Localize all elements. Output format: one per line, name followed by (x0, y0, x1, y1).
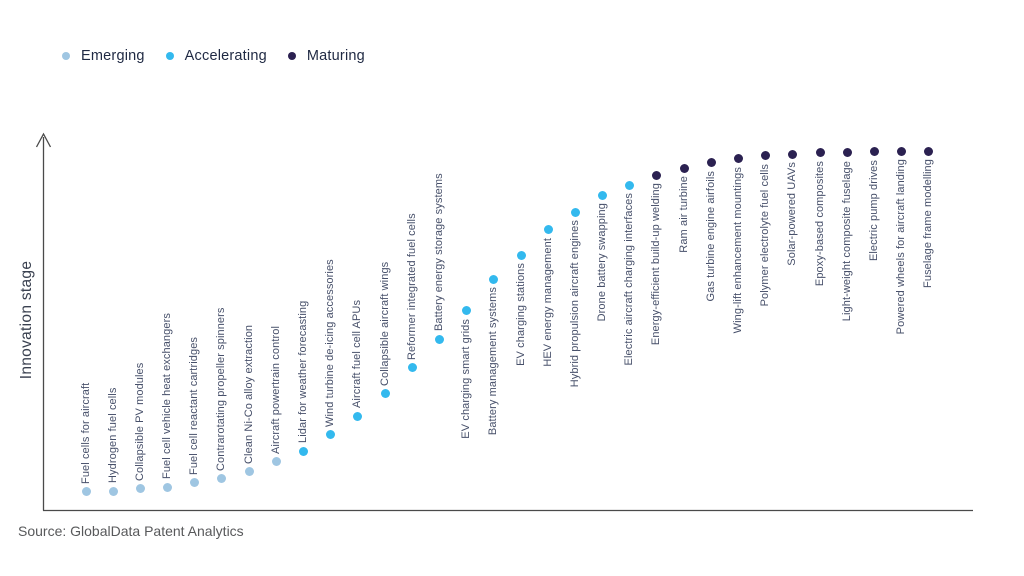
data-point-label: Polymer electrolyte fuel cells (759, 163, 772, 307)
data-point (163, 482, 173, 492)
data-point-label: Reformer integrated fuel cells (405, 213, 418, 360)
data-point (190, 478, 200, 488)
data-point (924, 146, 934, 156)
data-point-label: Aircraft fuel cell APUs (351, 299, 364, 409)
data-point-label: EV charging stations (514, 263, 527, 366)
data-point-label: Drone battery swapping (596, 203, 609, 322)
data-point-label: Ram air turbine (677, 176, 690, 253)
data-point (489, 274, 499, 284)
data-point (380, 389, 390, 399)
data-point (598, 190, 608, 200)
data-point-label: Fuselage frame modelling (922, 159, 935, 289)
data-point (353, 411, 363, 421)
y-axis-arrow-icon (35, 132, 52, 148)
source-note: Source: GlobalData Patent Analytics (18, 523, 244, 539)
data-point-label: Energy-efficient build-up welding (650, 183, 663, 346)
data-point-label: Epoxy-based composites (813, 160, 826, 287)
data-point-label: Collapsible aircraft wings (378, 261, 391, 386)
data-point-label: Battery energy storage systems (432, 173, 445, 332)
emerging-dot-icon (62, 52, 70, 60)
data-point (299, 446, 309, 456)
y-axis-title: Innovation stage (18, 260, 35, 380)
data-point-label: Powered wheels for aircraft landing (895, 159, 908, 335)
data-point (652, 170, 662, 180)
data-point-label: Electric aircraft charging interfaces (623, 193, 636, 366)
data-point (788, 149, 798, 159)
data-point (706, 158, 716, 168)
data-point (407, 363, 417, 373)
data-point (434, 334, 444, 344)
legend-item-accelerating: Accelerating (165, 48, 267, 64)
chart-legend: Emerging Accelerating Maturing (62, 48, 386, 64)
data-point-label: Contrarotating propeller spinners (215, 307, 228, 471)
data-point (135, 484, 145, 494)
data-point-label: Solar-powered UAVs (786, 162, 799, 266)
data-point-label: Fuel cells for aircraft (79, 382, 92, 484)
data-point (870, 147, 879, 157)
legend-item-maturing: Maturing (287, 48, 365, 64)
data-point (462, 306, 472, 316)
data-point (842, 148, 852, 158)
data-point (326, 430, 336, 440)
data-point (81, 487, 91, 497)
data-point-label: Battery management systems (487, 287, 500, 436)
data-point (271, 457, 281, 467)
legend-label: Accelerating (184, 48, 267, 64)
legend-item-emerging: Emerging (62, 48, 145, 64)
legend-label: Maturing (306, 48, 365, 64)
data-point (897, 146, 907, 156)
data-point-label: HEV energy management (541, 237, 554, 367)
data-point (570, 207, 580, 217)
legend-label: Emerging (81, 48, 145, 64)
data-point-label: Electric pump drives (868, 159, 880, 261)
data-point (734, 154, 744, 164)
data-point (543, 225, 553, 235)
data-point (679, 163, 689, 173)
data-point-label: Light-weight composite fuselage (840, 160, 853, 322)
data-point-label: Hybrid propulsion aircraft engines (568, 220, 581, 388)
data-point (761, 151, 771, 161)
data-point-label: Wind turbine de-icing accessories (324, 259, 337, 427)
data-point-label: Gas turbine engine airfoils (704, 170, 717, 302)
maturing-dot-icon (287, 52, 296, 60)
data-point (516, 250, 526, 260)
data-point-label: Hydrogen fuel cells (106, 387, 119, 484)
data-point-label: EV charging smart grids (460, 318, 473, 439)
data-point (244, 467, 254, 477)
data-point-label: Clean Ni-Co alloy extraction (242, 324, 255, 464)
data-point (815, 148, 825, 158)
data-point (217, 474, 227, 484)
data-point-label: Lidar for weather forecasting (297, 300, 310, 444)
data-point-label: Wing-lift enhancement mountings (732, 166, 745, 334)
data-point-label: Fuel cell vehicle heat exchangers (161, 313, 174, 480)
data-point-label: Collapsible PV modules (133, 362, 146, 481)
data-point-label: Fuel cell reactant cartridges (188, 336, 201, 475)
data-point (108, 486, 118, 496)
data-point (625, 180, 635, 190)
data-point-label: Aircraft powertrain control (269, 325, 282, 454)
accelerating-dot-icon (165, 52, 174, 60)
